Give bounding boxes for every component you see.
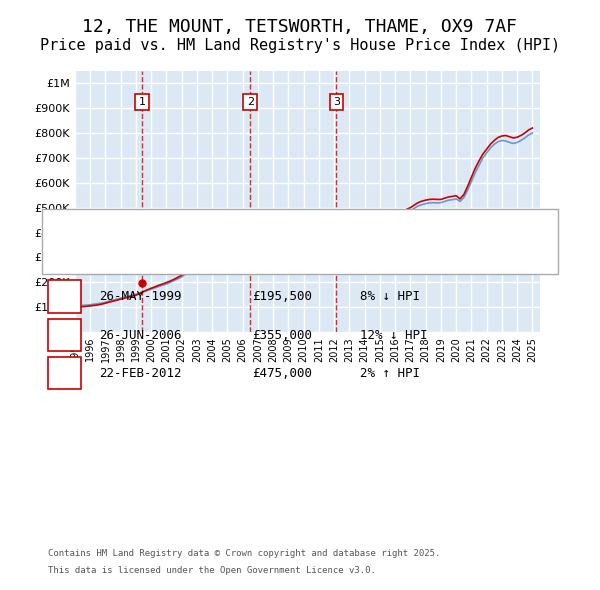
Text: 3: 3 bbox=[333, 97, 340, 107]
Text: 26-MAY-1999: 26-MAY-1999 bbox=[99, 290, 182, 303]
Text: 12, THE MOUNT, TETSWORTH, THAME, OX9 7AF (detached house): 12, THE MOUNT, TETSWORTH, THAME, OX9 7AF… bbox=[84, 225, 440, 235]
Text: £475,000: £475,000 bbox=[252, 367, 312, 380]
Text: 12% ↓ HPI: 12% ↓ HPI bbox=[360, 329, 427, 342]
Text: 1: 1 bbox=[139, 97, 146, 107]
Text: 8% ↓ HPI: 8% ↓ HPI bbox=[360, 290, 420, 303]
Text: Price paid vs. HM Land Registry's House Price Index (HPI): Price paid vs. HM Land Registry's House … bbox=[40, 38, 560, 53]
Text: Contains HM Land Registry data © Crown copyright and database right 2025.: Contains HM Land Registry data © Crown c… bbox=[48, 549, 440, 558]
Text: 1: 1 bbox=[61, 290, 68, 303]
Text: HPI: Average price, detached house, South Oxfordshire: HPI: Average price, detached house, Sout… bbox=[84, 251, 415, 260]
Text: 3: 3 bbox=[61, 367, 68, 380]
Text: £355,000: £355,000 bbox=[252, 329, 312, 342]
Text: 2: 2 bbox=[247, 97, 254, 107]
Text: 2% ↑ HPI: 2% ↑ HPI bbox=[360, 367, 420, 380]
Text: 2: 2 bbox=[61, 329, 68, 342]
Text: 22-FEB-2012: 22-FEB-2012 bbox=[99, 367, 182, 380]
Text: This data is licensed under the Open Government Licence v3.0.: This data is licensed under the Open Gov… bbox=[48, 566, 376, 575]
Text: 26-JUN-2006: 26-JUN-2006 bbox=[99, 329, 182, 342]
Text: £195,500: £195,500 bbox=[252, 290, 312, 303]
Text: 12, THE MOUNT, TETSWORTH, THAME, OX9 7AF: 12, THE MOUNT, TETSWORTH, THAME, OX9 7AF bbox=[83, 18, 517, 36]
